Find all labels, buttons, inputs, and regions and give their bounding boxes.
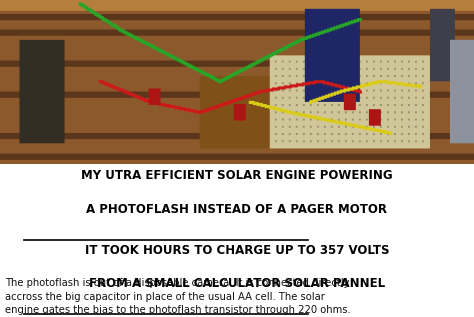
Text: IT TOOK HOURS TO CHARGE UP TO 357 VOLTS: IT TOOK HOURS TO CHARGE UP TO 357 VOLTS <box>85 244 389 257</box>
Text: A PHOTOFLASH INSTEAD OF A PAGER MOTOR: A PHOTOFLASH INSTEAD OF A PAGER MOTOR <box>86 203 388 216</box>
Text: The photoflash is out of a disposable camera. It is connected directly
accross t: The photoflash is out of a disposable ca… <box>5 278 350 315</box>
Text: MY UTRA EFFICIENT SOLAR ENGINE POWERING: MY UTRA EFFICIENT SOLAR ENGINE POWERING <box>81 169 393 182</box>
Text: FROM A SMALL CALCULATOR SOLAR PANNEL: FROM A SMALL CALCULATOR SOLAR PANNEL <box>89 277 385 290</box>
